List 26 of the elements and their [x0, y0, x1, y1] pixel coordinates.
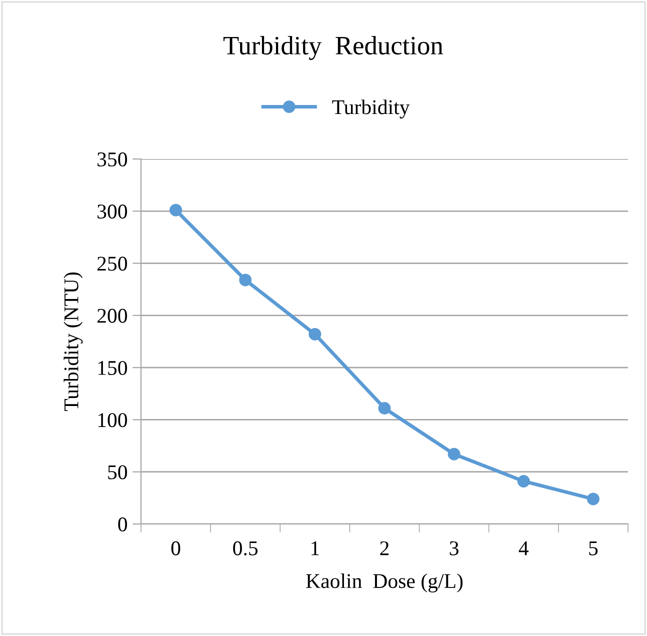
- x-tick-label: 0.5: [233, 541, 258, 556]
- point: [170, 204, 182, 216]
- point: [448, 448, 460, 460]
- legend-label: Turbidity: [332, 100, 410, 119]
- point: [517, 474, 530, 488]
- point: [308, 328, 322, 340]
- x-tick-label: 2: [380, 541, 389, 556]
- x-tick-label: 0: [171, 541, 180, 556]
- y-tick-label: 300: [98, 204, 128, 219]
- x-axis-title: Kaolin Dose (g/L): [306, 573, 463, 592]
- y-axis-title: Turbidity (NTU): [64, 272, 83, 412]
- x-tick-label: 4: [518, 541, 529, 556]
- y-tick-label: 200: [97, 308, 128, 323]
- y-tick-label: 150: [98, 360, 128, 376]
- x-tick-label: 5: [589, 541, 598, 556]
- y-tick-label: 0: [118, 517, 128, 532]
- point: [378, 402, 391, 414]
- point: [586, 492, 600, 506]
- x-tick-label: 3: [450, 541, 458, 556]
- point: [239, 274, 252, 286]
- y-tick-label: 100: [98, 413, 128, 428]
- chart-title: Turbidity Reduction: [223, 36, 444, 60]
- y-tick-label: 250: [97, 256, 128, 271]
- x-tick-label: 1: [312, 541, 319, 556]
- y-tick-label: 350: [98, 152, 128, 166]
- y-tick-label: 50: [108, 465, 128, 480]
